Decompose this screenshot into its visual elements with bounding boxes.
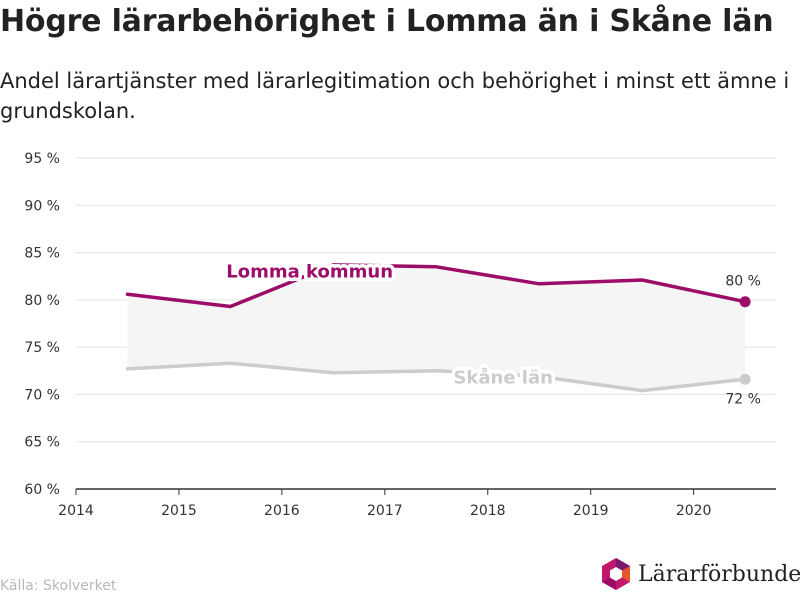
series-end-label-1: 72 %	[725, 391, 761, 407]
x-tick-label: 2020	[676, 503, 712, 519]
hexagon-logo-icon	[602, 558, 630, 590]
x-tick-label: 2017	[367, 503, 403, 519]
series-end-label-0: 80 %	[725, 274, 761, 290]
series-line-1	[125, 361, 747, 393]
y-tick-label: 90 %	[24, 198, 60, 214]
logo-text: Lärarförbundet	[638, 561, 800, 587]
y-tick-label: 85 %	[24, 246, 60, 262]
series-end-point-0	[739, 296, 751, 308]
x-tick-label: 2014	[58, 503, 94, 519]
y-tick-label: 70 %	[24, 387, 60, 403]
series-name-label-0: Lomma kommun	[226, 261, 393, 282]
brand-logo: Lärarförbundet	[600, 556, 800, 592]
y-tick-label: 60 %	[24, 482, 60, 498]
series-line-0	[125, 263, 747, 309]
series-name-label-1: Skåne län	[453, 366, 553, 388]
y-tick-label: 65 %	[24, 435, 60, 451]
chart-title: Högre lärarbehörighet i Lomma än i Skåne…	[0, 4, 774, 39]
source-note: Källa: Skolverket	[0, 578, 117, 594]
x-tick-label: 2019	[573, 503, 609, 519]
series-end-point-1	[739, 373, 751, 385]
y-tick-label: 80 %	[24, 293, 60, 309]
x-tick-label: 2016	[264, 503, 300, 519]
range-band	[127, 264, 746, 391]
y-tick-label: 95 %	[24, 151, 60, 167]
x-tick-label: 2015	[161, 503, 197, 519]
y-tick-label: 75 %	[24, 340, 60, 356]
chart-subtitle: Andel lärartjänster med lärarlegitimatio…	[0, 69, 790, 123]
x-tick-label: 2018	[470, 503, 506, 519]
